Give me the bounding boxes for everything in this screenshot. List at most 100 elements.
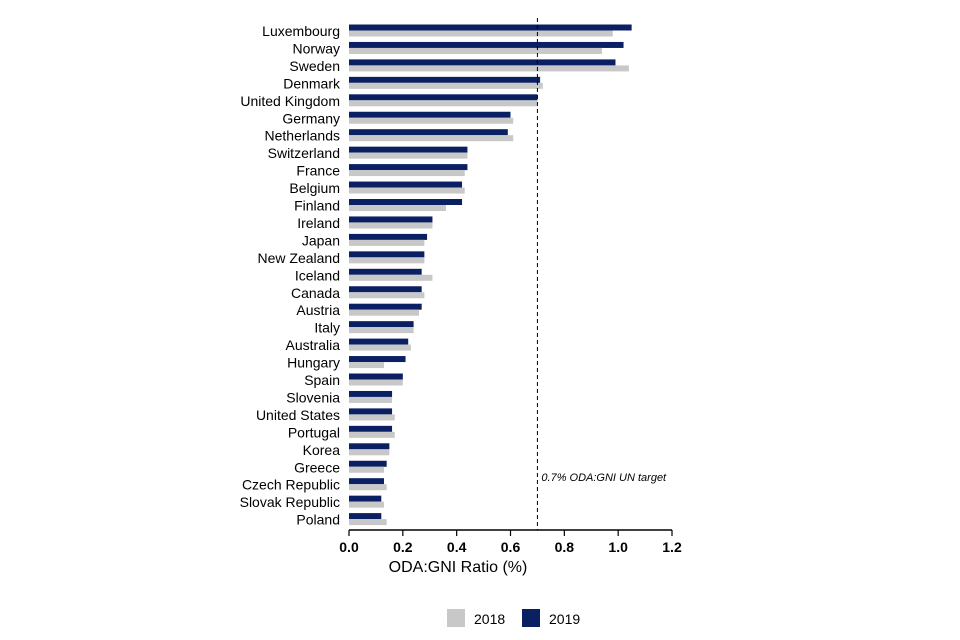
bar-2019 bbox=[349, 24, 632, 31]
bar-2018 bbox=[349, 484, 387, 491]
category-label: Switzerland bbox=[268, 145, 340, 161]
bar-2018 bbox=[349, 100, 538, 107]
category-label: Spain bbox=[304, 372, 340, 388]
bar-2018 bbox=[349, 65, 629, 72]
bar-2018 bbox=[349, 152, 468, 159]
bar-2019 bbox=[349, 495, 382, 502]
bars-layer bbox=[349, 24, 632, 526]
category-label: New Zealand bbox=[258, 250, 341, 266]
bar-2018 bbox=[349, 362, 384, 369]
bar-2018 bbox=[349, 309, 419, 316]
bar-2018 bbox=[349, 257, 425, 264]
x-axis-title: ODA:GNI Ratio (%) bbox=[389, 559, 528, 576]
category-label: Australia bbox=[286, 337, 341, 353]
bar-2018 bbox=[349, 170, 465, 177]
category-label: Slovak Republic bbox=[240, 494, 340, 510]
x-tick-label: 0.8 bbox=[555, 539, 575, 555]
legend-label-2019: 2019 bbox=[549, 611, 580, 627]
bar-2019 bbox=[349, 59, 616, 66]
x-tick-label: 0.6 bbox=[501, 539, 521, 555]
bar-2018 bbox=[349, 205, 446, 211]
bar-2018 bbox=[349, 327, 414, 334]
x-tick-label: 1.0 bbox=[608, 539, 628, 555]
category-label: Sweden bbox=[289, 58, 340, 74]
bar-2019 bbox=[349, 408, 393, 415]
category-label: Czech Republic bbox=[242, 477, 340, 493]
bar-2018 bbox=[349, 431, 395, 438]
bar-2018 bbox=[349, 187, 465, 194]
bar-2018 bbox=[349, 501, 384, 508]
bar-2018 bbox=[349, 274, 433, 281]
bar-2018 bbox=[349, 396, 393, 403]
reference-line-group: 0.7% ODA:GNI UN target bbox=[536, 18, 667, 530]
category-label: Italy bbox=[314, 320, 340, 336]
category-label: United Kingdom bbox=[240, 93, 340, 109]
category-label: Belgium bbox=[289, 180, 340, 196]
x-tick-label: 1.2 bbox=[662, 539, 682, 555]
bar-2018 bbox=[349, 117, 514, 124]
bar-2019 bbox=[349, 111, 511, 118]
category-label: Greece bbox=[294, 459, 340, 475]
x-tick-label: 0.0 bbox=[339, 539, 359, 555]
bar-2018 bbox=[349, 292, 425, 299]
bar-2019 bbox=[349, 338, 409, 345]
category-label: Finland bbox=[294, 198, 340, 214]
bar-2018 bbox=[349, 30, 613, 37]
category-label: Ireland bbox=[297, 215, 340, 231]
category-label: Portugal bbox=[288, 424, 340, 440]
bar-2018 bbox=[349, 82, 543, 89]
bar-2018 bbox=[349, 379, 403, 386]
bar-2018 bbox=[349, 135, 514, 142]
category-label: Norway bbox=[293, 40, 340, 56]
bar-2018 bbox=[349, 222, 433, 229]
category-label: Hungary bbox=[287, 355, 340, 371]
bar-2019 bbox=[349, 129, 508, 136]
bar-2019 bbox=[349, 303, 422, 310]
bar-2019 bbox=[349, 199, 463, 205]
x-tick-label: 0.2 bbox=[393, 539, 413, 555]
bar-2019 bbox=[349, 268, 422, 275]
bar-2018 bbox=[349, 239, 425, 246]
category-label: Luxembourg bbox=[262, 23, 340, 39]
x-tick-label: 0.4 bbox=[447, 539, 467, 555]
legend-swatch-2019 bbox=[522, 609, 540, 627]
legend: 2018 2019 bbox=[447, 609, 580, 627]
bar-2019 bbox=[349, 181, 463, 188]
category-label: Slovenia bbox=[286, 389, 340, 405]
x-axis: 0.0 0.2 0.4 0.6 0.8 1.0 1.2 bbox=[339, 529, 682, 555]
bar-2019 bbox=[349, 390, 393, 397]
category-label: Korea bbox=[303, 442, 341, 458]
bar-2019 bbox=[349, 76, 541, 83]
bar-2019 bbox=[349, 373, 403, 380]
category-label: Austria bbox=[296, 302, 340, 318]
bar-2019 bbox=[349, 164, 468, 171]
bar-2018 bbox=[349, 466, 384, 473]
reference-line-label: 0.7% ODA:GNI UN target bbox=[541, 472, 667, 484]
bar-2019 bbox=[349, 513, 382, 520]
bar-2018 bbox=[349, 344, 411, 351]
bar-2019 bbox=[349, 146, 468, 153]
bar-2019 bbox=[349, 321, 414, 328]
bar-2018 bbox=[349, 519, 387, 526]
bar-2019 bbox=[349, 41, 624, 48]
bar-2019 bbox=[349, 356, 406, 363]
category-label: Poland bbox=[296, 512, 340, 528]
bar-2019 bbox=[349, 216, 433, 223]
bar-2019 bbox=[349, 460, 387, 467]
bar-2018 bbox=[349, 414, 395, 421]
bar-2019 bbox=[349, 251, 425, 258]
category-label: Germany bbox=[282, 110, 340, 126]
bar-2019 bbox=[349, 425, 393, 432]
bar-2018 bbox=[349, 47, 603, 54]
legend-label-2018: 2018 bbox=[474, 611, 505, 627]
bar-2019 bbox=[349, 286, 422, 293]
category-label: France bbox=[296, 163, 340, 179]
category-label: Japan bbox=[302, 232, 340, 248]
bar-2019 bbox=[349, 478, 384, 485]
bar-2019 bbox=[349, 443, 390, 450]
legend-swatch-2018 bbox=[447, 609, 465, 627]
category-label: Netherlands bbox=[265, 128, 341, 144]
